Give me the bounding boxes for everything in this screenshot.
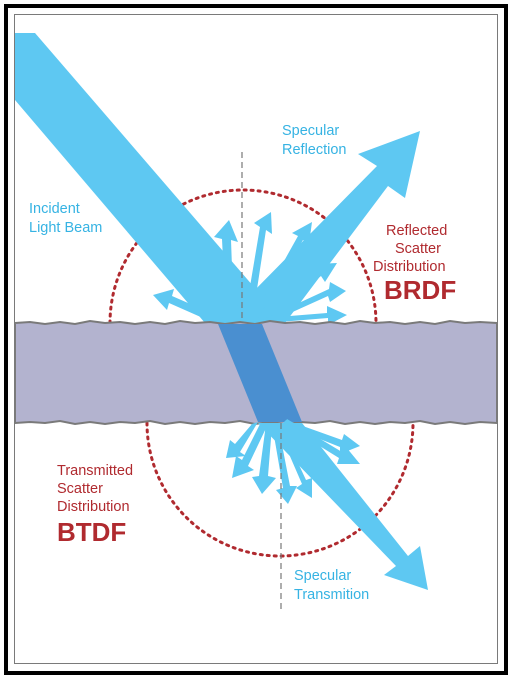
specular-transmission-beam [258,423,428,590]
transmitted-scatter-label: Transmitted Scatter Distribution [57,463,137,515]
btdf-label: BTDF [57,517,126,547]
brdf-distribution-circle [108,188,378,325]
incident-beam [15,33,285,323]
reflected-scatter-label: Reflected Scatter Distribution [373,223,451,275]
refracted-beam [218,324,302,422]
btdf-distribution-circle [145,421,415,558]
reflected-scatter-arrows [153,212,347,325]
specular-reflection-label: Specular Reflection [282,123,346,158]
brdf-label: BRDF [384,275,456,305]
incident-beam-label: Incident Light Beam [29,201,102,236]
specular-transmission-label: Specular Transmition [294,568,369,603]
specular-reflection-beam [215,131,420,323]
